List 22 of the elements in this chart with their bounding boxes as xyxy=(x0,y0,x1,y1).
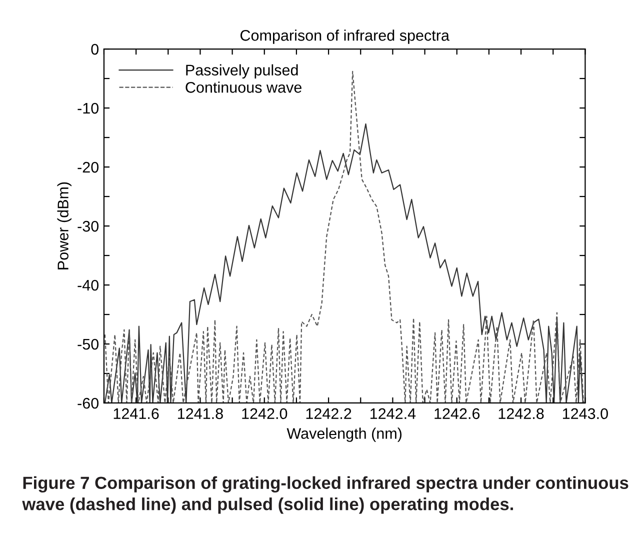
legend-label: Passively pulsed xyxy=(186,64,298,79)
y-tick-label: -40 xyxy=(78,280,99,291)
line-series xyxy=(104,123,584,403)
y-tick-label: 0 xyxy=(91,44,99,55)
x-tick-label: 1242.0 xyxy=(242,408,288,420)
caption: Figure 7 Comparison of grating-locked infrared spectra under continuous wave (dashed line) and pulsed (solid line) operating modes. xyxy=(22,476,628,514)
chart-title: Comparison of infrared spectra xyxy=(240,30,450,44)
y-axis-title: Power (dBm) xyxy=(57,182,72,270)
x-axis-title: Wavelength (nm) xyxy=(286,428,402,442)
x-tick-label: 1242.6 xyxy=(434,408,480,420)
x-tick-label: 1242.8 xyxy=(498,408,544,420)
y-tick-label: -20 xyxy=(78,162,99,173)
y-tick-label: -50 xyxy=(78,338,99,350)
x-tick-label: 1243.0 xyxy=(562,408,608,420)
y-tick-label: -30 xyxy=(78,220,99,232)
x-tick-label: 1242.2 xyxy=(306,408,352,419)
x-tick-label: 1241.8 xyxy=(178,408,223,420)
y-tick-label: -60 xyxy=(78,398,99,409)
x-tick-label: 1242.4 xyxy=(370,408,416,419)
y-tick-label: -10 xyxy=(78,102,99,114)
x-tick-label: 1241.6 xyxy=(114,408,159,420)
legend-label: Continuous wave xyxy=(186,82,302,93)
